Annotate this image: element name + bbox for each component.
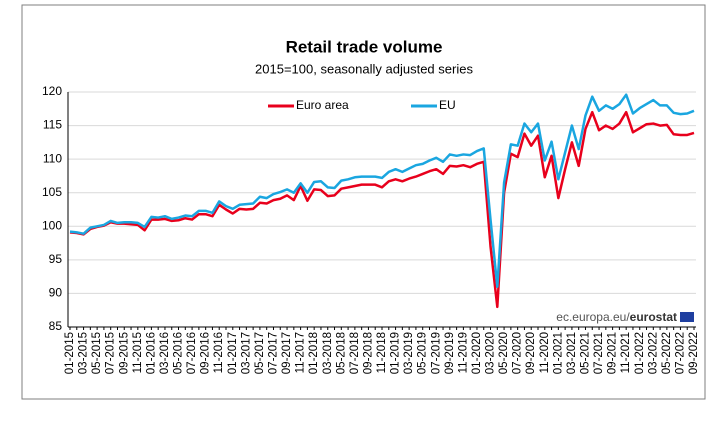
x-tick-label: 09-2021 [607,332,619,374]
x-tick-label: 05-2016 [173,332,185,374]
x-tick-label: 11-2017 [295,332,307,373]
frame [21,4,706,400]
y-tick-label: 95 [49,252,63,266]
x-tick-label: 09-2018 [362,332,374,374]
x-tick-label: 07-2021 [593,332,605,374]
x-tick-label: 07-2018 [349,332,361,374]
legend-label: EU [439,98,456,112]
x-tick-label: 05-2019 [417,332,429,374]
x-tick-label: 11-2020 [539,332,551,373]
x-tick-label: 09-2017 [281,332,293,374]
x-tick-label: 01-2015 [64,332,76,374]
x-tick-label: 07-2020 [512,332,524,374]
x-tick-label: 05-2015 [91,332,103,374]
x-tick-label: 01-2022 [634,332,646,374]
x-tick-label: 09-2016 [200,332,212,374]
x-tick-label: 07-2019 [430,332,442,374]
x-tick-label: 07-2016 [186,332,198,374]
x-tick-label: 07-2022 [674,332,686,374]
x-tick-label: 01-2021 [552,332,564,374]
x-tick-label: 09-2020 [525,332,537,374]
eu-flag [680,312,694,322]
x-tick-label: 11-2021 [620,332,632,373]
x-tick-label: 01-2018 [308,332,320,374]
series-line [69,93,695,288]
series-line [69,110,695,309]
x-tick-label: 03-2017 [240,332,252,374]
source-brand: eurostat [630,310,677,324]
x-tick-label: 01-2016 [145,332,157,374]
x-tick-label: 03-2022 [647,332,659,374]
x-tick-label: 05-2018 [335,332,347,374]
x-tick-label: 11-2019 [457,332,469,373]
chart-title: Retail trade volume [286,37,443,56]
x-tick-label: 03-2020 [485,332,497,374]
x-tick-label: 05-2017 [254,332,266,374]
source-prefix: ec.europa.eu/ [556,310,630,324]
x-tick-label: 11-2015 [132,332,144,373]
x-tick-label: 01-2020 [471,332,483,374]
y-tick-label: 120 [42,84,62,98]
x-tick-label: 03-2021 [566,332,578,374]
legend-label: Euro area [296,98,349,112]
x-tick-label: 01-2017 [227,332,239,374]
x-tick-label: 05-2022 [661,332,673,374]
x-tick-label: 01-2019 [390,332,402,374]
x-tick-label: 11-2016 [213,332,225,373]
x-tick-label: 09-2022 [688,332,700,374]
y-tick-label: 115 [43,118,62,132]
y-tick-label: 100 [42,218,62,232]
x-tick-label: 09-2019 [444,332,456,374]
x-tick-label: 03-2019 [403,332,415,374]
y-tick-label: 105 [42,185,62,199]
x-tick-label: 03-2018 [322,332,334,374]
x-tick-label: 05-2020 [498,332,510,374]
x-tick-label: 05-2021 [580,332,592,374]
y-tick-label: 110 [43,151,62,165]
x-tick-label: 07-2017 [268,332,280,374]
x-tick-label: 11-2018 [376,332,388,373]
y-tick-label: 90 [49,286,63,300]
y-tick-label: 85 [49,319,63,333]
x-tick-label: 07-2015 [105,332,117,374]
x-tick-label: 03-2016 [159,332,171,374]
x-tick-label: 03-2015 [78,332,90,374]
source: ec.europa.eu/eurostat [556,310,677,324]
x-tick-label: 09-2015 [118,332,130,374]
chart-subtitle: 2015=100, seasonally adjusted series [255,61,473,76]
